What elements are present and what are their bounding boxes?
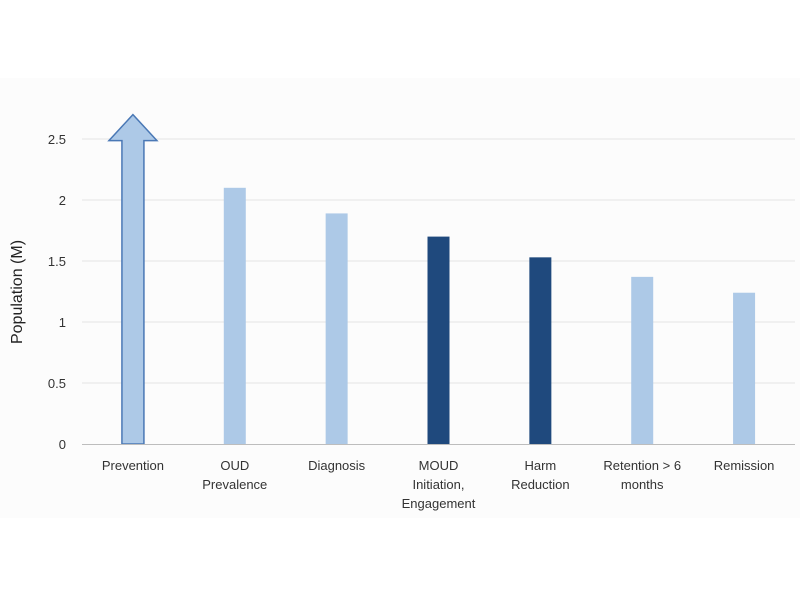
bar <box>427 236 450 444</box>
y-tick-label: 1 <box>59 315 66 330</box>
y-tick-label: 2.5 <box>48 132 66 147</box>
y-tick-label: 2 <box>59 193 66 208</box>
bar <box>325 213 348 444</box>
y-axis-title: Population (M) <box>9 240 26 344</box>
plot-background <box>0 78 800 518</box>
category-label: Retention > 6 <box>603 458 681 473</box>
category-label: months <box>621 477 664 492</box>
bar <box>631 276 654 444</box>
y-axis-ticks: 0 0.5 1 1.5 2 2.5 <box>48 132 66 452</box>
x-axis-labels: Prevention OUD Prevalence Diagnosis MOUD Init… <box>102 458 775 511</box>
category-label: Engagement <box>402 496 476 511</box>
y-tick-label: 0.5 <box>48 376 66 391</box>
bar <box>733 292 756 444</box>
bar <box>223 187 246 445</box>
category-label: Reduction <box>511 477 570 492</box>
bar <box>529 257 552 444</box>
category-label: OUD <box>220 458 249 473</box>
category-label: Diagnosis <box>308 458 366 473</box>
y-tick-label: 1.5 <box>48 254 66 269</box>
category-label: MOUD <box>419 458 459 473</box>
category-label: Remission <box>714 458 775 473</box>
category-label: Initiation, <box>412 477 464 492</box>
bars <box>107 113 756 445</box>
category-label: Harm <box>524 458 556 473</box>
category-label: Prevention <box>102 458 164 473</box>
bar-arrow <box>107 113 159 445</box>
y-tick-label: 0 <box>59 437 66 452</box>
category-label: Prevalence <box>202 477 267 492</box>
